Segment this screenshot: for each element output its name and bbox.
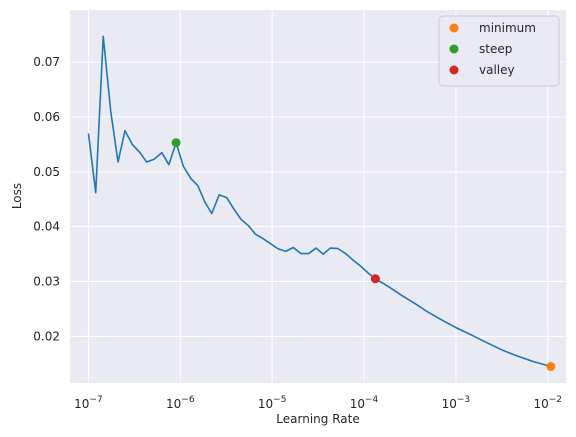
legend-entry-steep: steep: [479, 42, 512, 56]
y-tick-label: 0.04: [33, 220, 60, 234]
y-tick-label: 0.03: [33, 275, 60, 289]
x-tick-label: 10−3: [442, 395, 471, 411]
legend: minimum steep valley: [438, 15, 560, 87]
x-tick-base: 10: [442, 397, 457, 411]
y-tick-label: 0.02: [33, 329, 60, 343]
valley-marker: [370, 274, 380, 284]
x-tick-base: 10: [350, 397, 365, 411]
legend-entry-minimum: minimum: [479, 21, 536, 35]
x-tick-exponent: −3: [457, 395, 470, 405]
x-tick-exponent: −7: [89, 395, 102, 405]
x-tick-base: 10: [533, 397, 548, 411]
grid-lines: [70, 10, 566, 383]
x-tick-base: 10: [258, 397, 273, 411]
x-tick-exponent: −5: [273, 395, 286, 405]
legend-box: [438, 15, 560, 87]
series-layer: [87, 35, 552, 368]
legend-swatch: [449, 23, 459, 33]
loss-curve: [87, 35, 552, 368]
x-tick-base: 10: [74, 397, 89, 411]
legend-swatch: [449, 44, 459, 54]
y-tick-label: 0.05: [33, 165, 60, 179]
x-tick-label: 10−4: [350, 395, 379, 411]
marker-layer: [171, 138, 556, 372]
y-tick-label: 0.07: [33, 55, 60, 69]
y-tick-label: 0.06: [33, 110, 60, 124]
x-tick-label: 10−5: [258, 395, 287, 411]
x-tick-label: 10−7: [74, 395, 103, 411]
x-tick-label: 10−2: [533, 395, 562, 411]
minimum-marker: [546, 362, 556, 372]
x-tick-exponent: −4: [365, 395, 379, 405]
x-tick-exponent: −6: [181, 395, 195, 405]
x-tick-labels: 10−7 10−6 10−5 10−4 10−3 10−2: [74, 395, 562, 411]
legend-swatch: [449, 65, 459, 75]
x-tick-exponent: −2: [549, 395, 562, 405]
x-axis-label: Learning Rate: [276, 412, 359, 426]
x-tick-base: 10: [166, 397, 181, 411]
y-axis-label: Loss: [10, 183, 24, 209]
steep-marker: [171, 138, 181, 148]
y-tick-labels: 0.02 0.03 0.04 0.05 0.06 0.07: [33, 55, 60, 343]
x-tick-label: 10−6: [166, 395, 195, 411]
legend-entry-valley: valley: [479, 63, 515, 77]
